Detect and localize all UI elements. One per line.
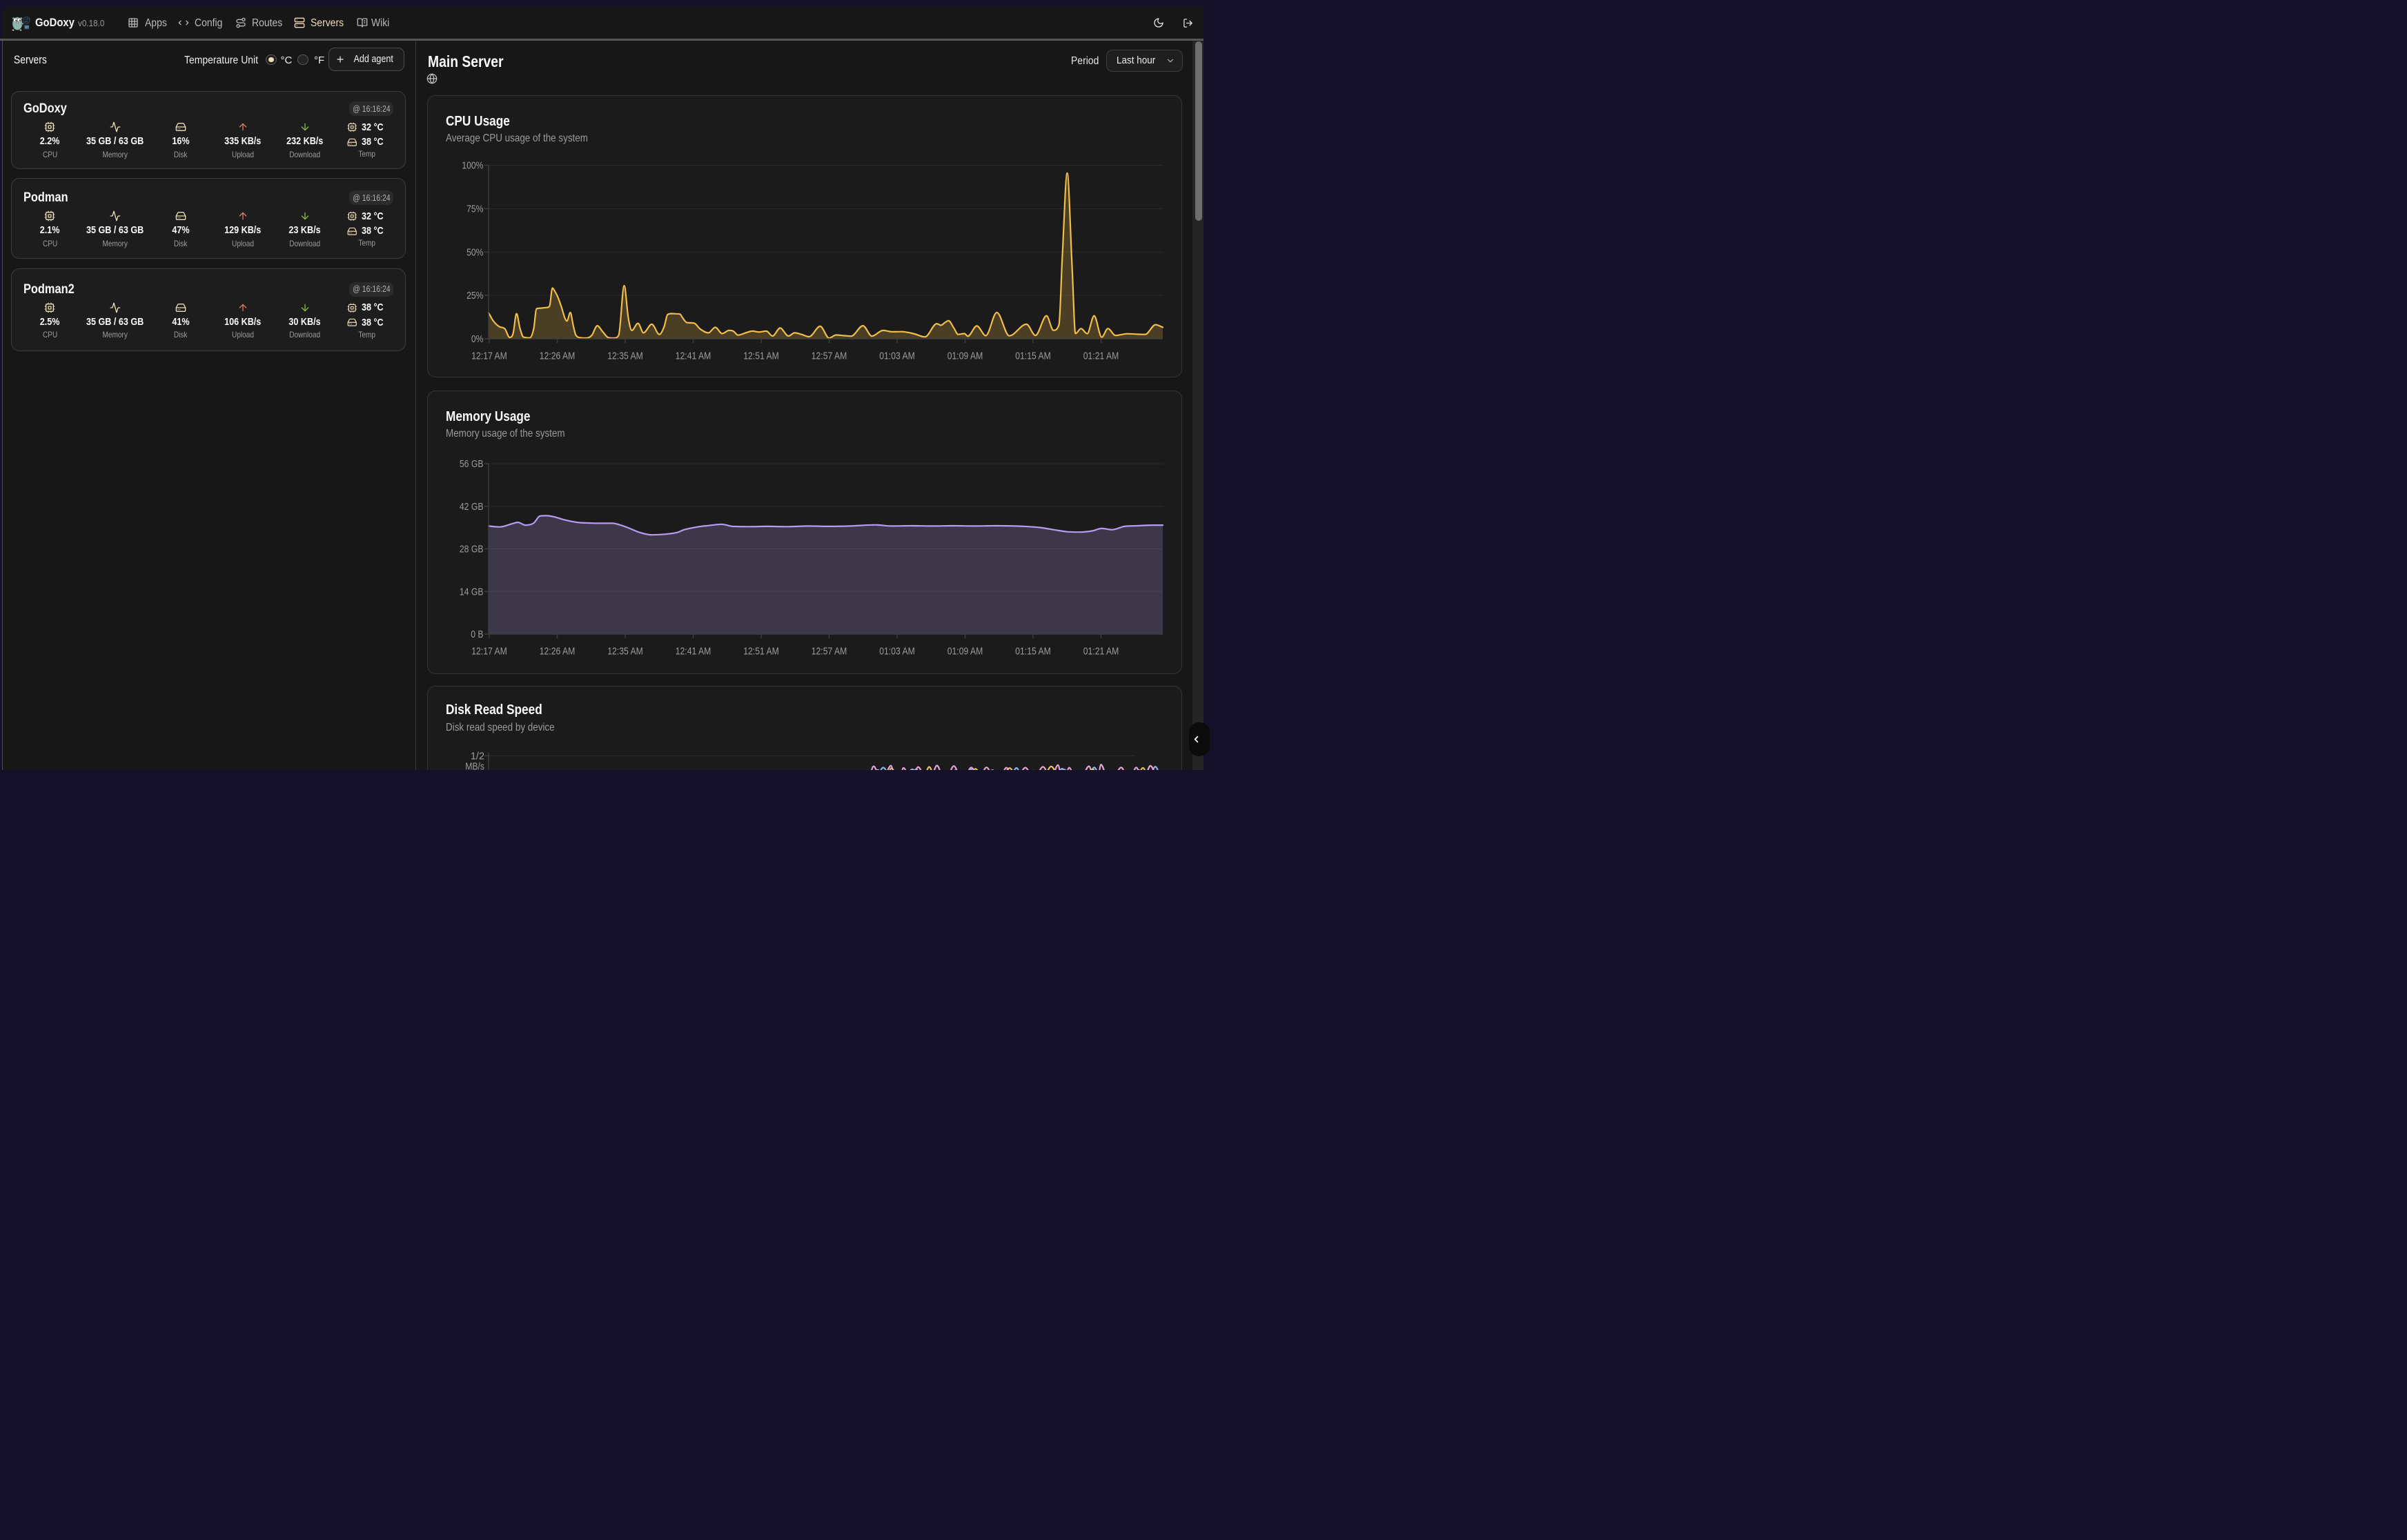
svg-text:01:15 AM: 01:15 AM — [1015, 351, 1051, 362]
svg-text:12:51 AM: 12:51 AM — [743, 351, 779, 362]
svg-text:56 GB: 56 GB — [459, 459, 483, 470]
svg-text:42 GB: 42 GB — [459, 502, 483, 513]
svg-text:14 GB: 14 GB — [459, 586, 483, 598]
svg-text:12:26 AM: 12:26 AM — [539, 351, 575, 362]
svg-text:12:57 AM: 12:57 AM — [811, 646, 847, 658]
svg-text:12:41 AM: 12:41 AM — [675, 351, 711, 362]
svg-text:0 B: 0 B — [471, 629, 483, 640]
svg-text:100%: 100% — [462, 161, 483, 172]
svg-text:1/2: 1/2 — [470, 751, 484, 762]
svg-text:25%: 25% — [466, 290, 483, 302]
svg-text:12:26 AM: 12:26 AM — [539, 646, 575, 658]
svg-text:12:57 AM: 12:57 AM — [811, 351, 847, 362]
svg-text:12:51 AM: 12:51 AM — [743, 646, 779, 658]
svg-text:12:17 AM: 12:17 AM — [471, 351, 507, 362]
svg-text:0%: 0% — [471, 334, 483, 345]
svg-text:01:15 AM: 01:15 AM — [1015, 646, 1051, 658]
svg-text:01:03 AM: 01:03 AM — [879, 351, 915, 362]
svg-text:28 GB: 28 GB — [459, 544, 483, 555]
svg-text:MB/s: MB/s — [465, 762, 484, 771]
svg-text:12:17 AM: 12:17 AM — [471, 646, 507, 658]
svg-text:01:09 AM: 01:09 AM — [947, 646, 983, 658]
svg-text:01:03 AM: 01:03 AM — [879, 646, 915, 658]
svg-text:12:41 AM: 12:41 AM — [675, 646, 711, 658]
svg-text:01:09 AM: 01:09 AM — [947, 351, 983, 362]
svg-text:75%: 75% — [466, 204, 483, 215]
svg-text:01:21 AM: 01:21 AM — [1083, 646, 1119, 658]
svg-text:50%: 50% — [466, 247, 483, 258]
svg-text:01:21 AM: 01:21 AM — [1083, 351, 1119, 362]
svg-text:12:35 AM: 12:35 AM — [607, 351, 643, 362]
svg-text:12:35 AM: 12:35 AM — [607, 646, 643, 658]
